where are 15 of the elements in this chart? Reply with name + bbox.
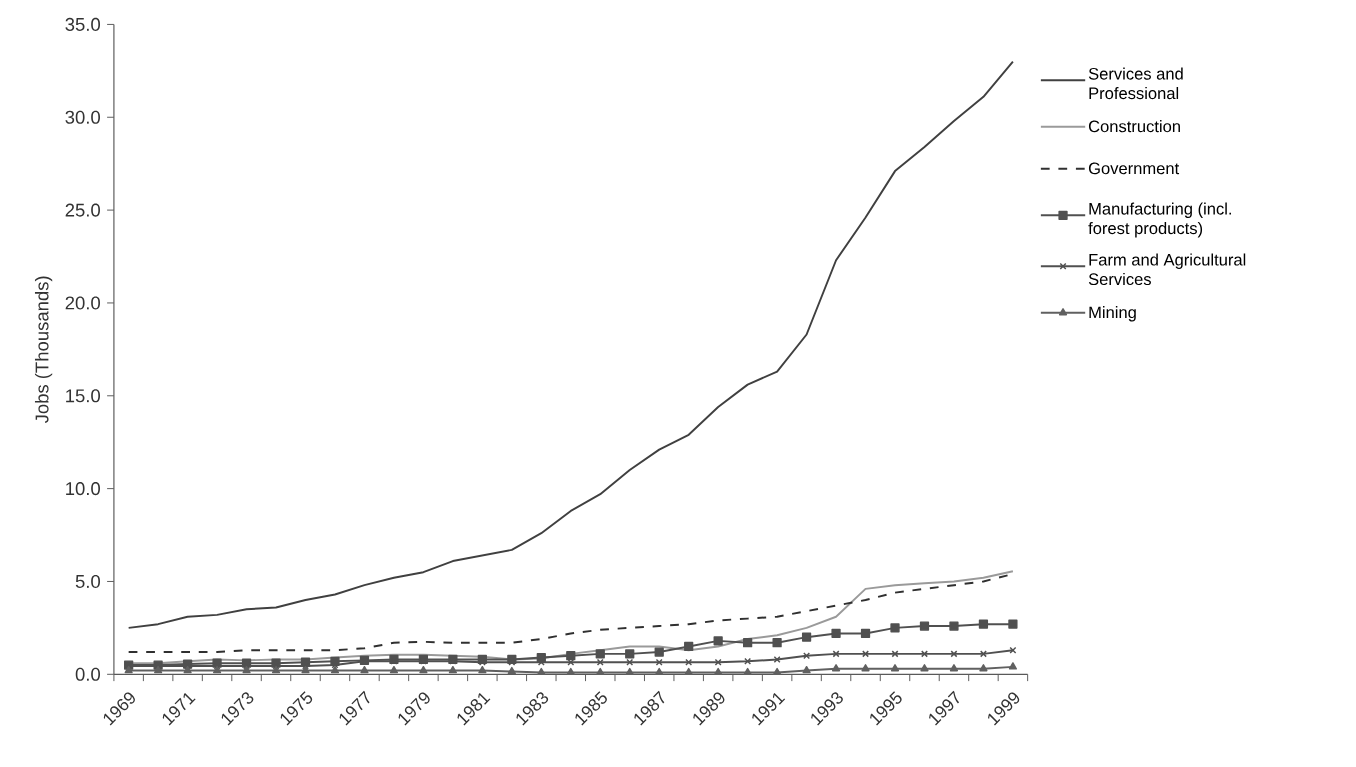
legend-label: Government bbox=[1088, 162, 1180, 175]
legend-label: Construction bbox=[1088, 120, 1180, 133]
y-tick-label: 35.0 bbox=[65, 17, 100, 31]
legend-label: Manufacturing (incl. forest products) bbox=[1088, 202, 1231, 238]
y-tick-label: 30.0 bbox=[65, 110, 100, 124]
legend-label: Farm and Agricultural Services bbox=[1088, 253, 1246, 286]
y-axis-title: Jobs (Thousands) bbox=[34, 276, 53, 424]
y-tick-label: 15.0 bbox=[66, 389, 100, 403]
legend-label: Services and Professional bbox=[1088, 67, 1183, 100]
y-tick-label: 5.0 bbox=[75, 574, 100, 588]
y-tick-label: 0.0 bbox=[75, 667, 100, 681]
y-tick-label: 25.0 bbox=[65, 203, 100, 217]
legend-label: Mining bbox=[1089, 305, 1136, 322]
y-tick-label: 10.0 bbox=[66, 482, 100, 496]
y-tick-label: 20.0 bbox=[65, 296, 100, 310]
